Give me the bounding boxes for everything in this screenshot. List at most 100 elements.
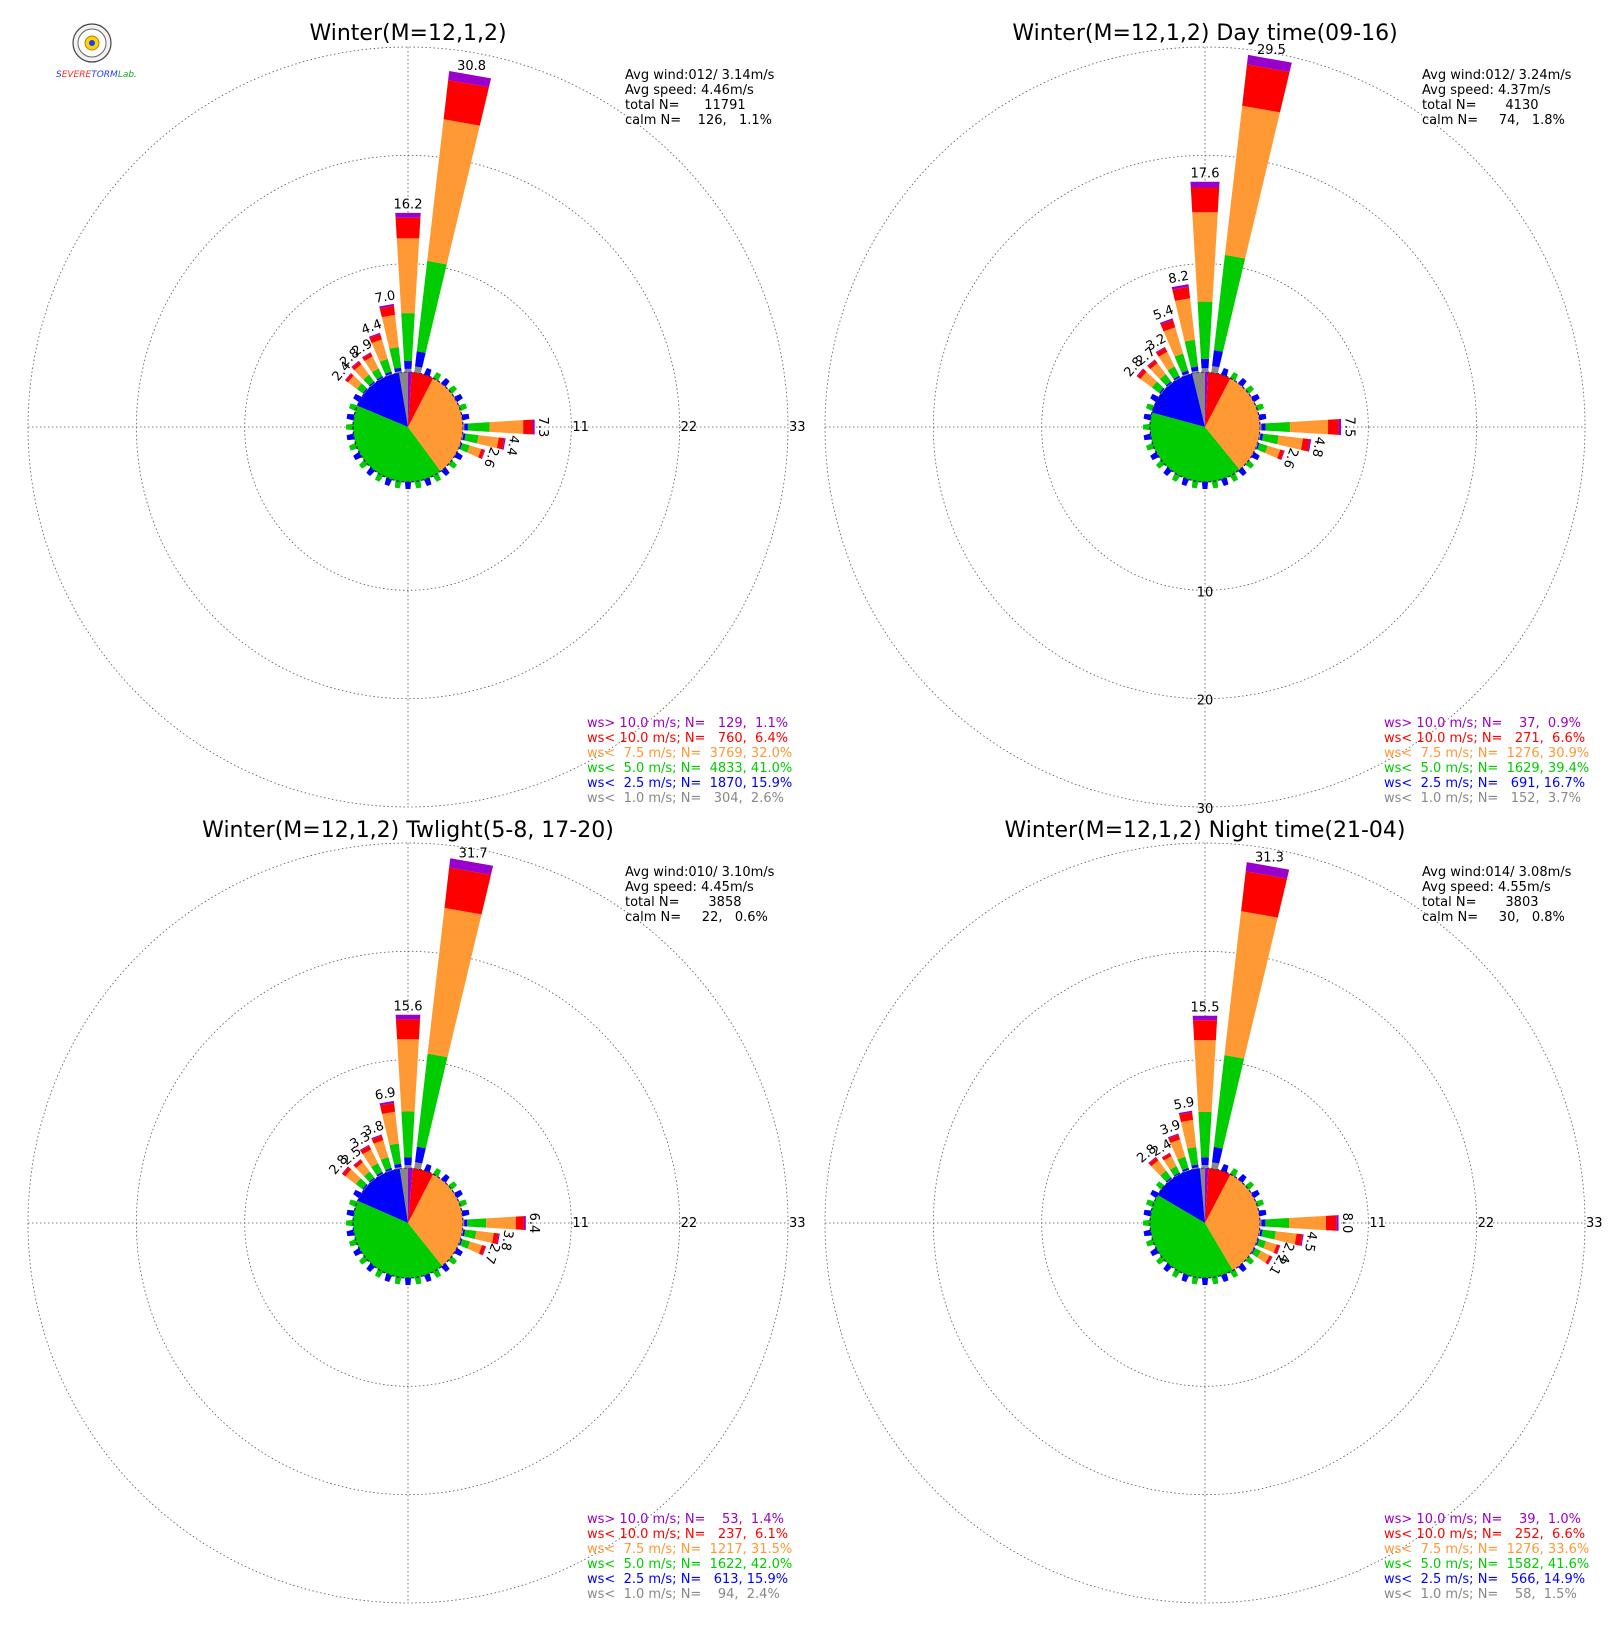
minor-direction-bar bbox=[346, 1209, 355, 1217]
ring-label: 20 bbox=[1197, 694, 1214, 709]
bar-segment-lt5 bbox=[1167, 366, 1180, 380]
bar-segment-lt5 bbox=[356, 383, 367, 394]
bar-segment-lt1 bbox=[1250, 1247, 1255, 1254]
legend-entry: ws< 1.0 m/s; N= 152, 3.7% bbox=[1384, 791, 1581, 806]
bar-segment-lt1 bbox=[1259, 1219, 1262, 1227]
bar-segment-lt7_5 bbox=[1158, 351, 1175, 371]
bar-segment-lt10 bbox=[1160, 319, 1176, 332]
bar-segment-lt2_5 bbox=[1173, 1172, 1181, 1177]
disk-slice bbox=[408, 1168, 413, 1223]
bar-segment-lt7_5 bbox=[1174, 298, 1195, 342]
bar-segment-gt10 bbox=[362, 352, 371, 358]
ring-label: 33 bbox=[789, 1216, 806, 1231]
minor-direction-bar bbox=[1155, 1255, 1165, 1265]
bar-segment-lt5 bbox=[1265, 1218, 1290, 1228]
minor-direction-bar bbox=[348, 442, 358, 451]
minor-direction-bar bbox=[374, 473, 384, 482]
bar-label: 16.2 bbox=[394, 197, 423, 212]
legend-entry: ws< 5.0 m/s; N= 4833, 41.0% bbox=[587, 761, 792, 776]
bar-segment-lt5 bbox=[467, 1218, 487, 1228]
bar-segment-lt1 bbox=[1174, 1173, 1181, 1178]
chart-title: Winter(M=12,1,2) bbox=[309, 21, 506, 46]
minor-direction-bar bbox=[1150, 1247, 1159, 1257]
bar-segment-gt10 bbox=[448, 71, 492, 88]
bar-segment-lt10 bbox=[496, 437, 505, 450]
minor-direction-bar bbox=[1201, 1277, 1209, 1285]
disk-slice bbox=[353, 405, 441, 482]
bar-segment-lt2_5 bbox=[1191, 1164, 1199, 1169]
bar-segment-lt7_5 bbox=[477, 435, 499, 449]
legend-entry: ws< 7.5 m/s; N= 3769, 32.0% bbox=[587, 746, 792, 761]
bar-segment-lt1 bbox=[1258, 433, 1261, 440]
minor-direction-bar bbox=[346, 1219, 354, 1227]
bar-segment-lt1 bbox=[414, 1162, 423, 1170]
bar-segment-lt7_5 bbox=[371, 339, 388, 362]
bar-segment-lt5 bbox=[460, 443, 470, 453]
minor-direction-bar bbox=[358, 1255, 368, 1265]
bar-segment-gt10 bbox=[1178, 1110, 1193, 1115]
bar-segment-lt2_5 bbox=[464, 1219, 468, 1227]
bar-segment-lt5 bbox=[1261, 1229, 1276, 1240]
bar-segment-lt10 bbox=[1294, 1233, 1303, 1246]
minor-direction-bar bbox=[414, 480, 422, 489]
bar-segment-lt2_5 bbox=[1200, 358, 1210, 369]
chart-title: Winter(M=12,1,2) Night time(21-04) bbox=[1005, 818, 1406, 843]
bar-segment-lt1 bbox=[461, 1229, 464, 1236]
bar-segment-lt1 bbox=[1182, 1169, 1190, 1173]
bar-segment-lt2_5 bbox=[1182, 1167, 1190, 1172]
chart-title: Winter(M=12,1,2) Day time(09-16) bbox=[1012, 21, 1397, 46]
bar-segment-lt1 bbox=[369, 1178, 376, 1184]
bar-segment-lt10 bbox=[345, 373, 354, 383]
bar-segment-lt1 bbox=[394, 1167, 402, 1170]
minor-direction-bar bbox=[394, 480, 402, 489]
logo-text-part: TORM bbox=[91, 70, 118, 80]
bar-segment-lt2_5 bbox=[404, 1157, 412, 1166]
bar-segment-lt1 bbox=[404, 1165, 412, 1169]
bar-segment-lt2_5 bbox=[1165, 381, 1172, 387]
bar-segment-gt10 bbox=[379, 1100, 395, 1106]
minor-direction-bar bbox=[1220, 1273, 1229, 1283]
minor-direction-bar bbox=[366, 467, 376, 477]
bar-segment-lt1 bbox=[363, 388, 369, 395]
bar-segment-lt10 bbox=[1179, 1112, 1194, 1123]
minor-direction-bar bbox=[414, 1276, 422, 1285]
bar-segment-lt7_5 bbox=[347, 375, 362, 389]
bar-label: 4.5 bbox=[1301, 1230, 1319, 1253]
bar-label: 4.4 bbox=[360, 317, 385, 338]
disk-slice bbox=[408, 1174, 463, 1266]
bar-label: 30.8 bbox=[457, 59, 486, 74]
bar-segment-lt2_5 bbox=[1159, 387, 1165, 394]
logo-text-part: EVERE bbox=[62, 70, 92, 80]
minor-direction-bar bbox=[432, 1269, 442, 1278]
direction-bar: 3.2 bbox=[1144, 331, 1181, 382]
direction-bar: 7.3 bbox=[462, 417, 550, 437]
bar-segment-lt7_5 bbox=[1257, 1251, 1270, 1263]
bar-segment-lt2_5 bbox=[458, 1238, 463, 1246]
bar-segment-lt5 bbox=[363, 374, 375, 386]
minor-direction-bar bbox=[346, 1229, 355, 1237]
bar-segment-lt5 bbox=[1174, 353, 1189, 373]
bar-segment-gt10 bbox=[1276, 1245, 1281, 1255]
bar-segment-lt5 bbox=[467, 422, 490, 432]
bar-segment-lt10 bbox=[492, 1232, 499, 1245]
ring-label: 33 bbox=[789, 420, 806, 435]
bar-segment-lt2_5 bbox=[462, 1229, 466, 1237]
stat-line: Avg wind:014/ 3.08m/s bbox=[1422, 865, 1572, 880]
bar-label: 2.6 bbox=[480, 445, 501, 470]
disk-slice bbox=[1205, 372, 1231, 427]
stat-line: total N= 4130 bbox=[1422, 98, 1539, 113]
bar-segment-lt10 bbox=[1162, 1153, 1172, 1161]
bar-segment-lt5 bbox=[1252, 1248, 1262, 1258]
disk-slice bbox=[1192, 372, 1205, 427]
bar-segment-lt2_5 bbox=[1212, 350, 1223, 368]
direction-bar: 16.2 bbox=[394, 197, 423, 373]
bar-segment-lt10 bbox=[353, 1159, 363, 1169]
bar-segment-gt10 bbox=[532, 419, 535, 435]
bar-segment-lt7_5 bbox=[345, 1169, 361, 1185]
bar-segment-gt10 bbox=[1280, 450, 1285, 461]
direction-bar: 8.2 bbox=[1167, 269, 1199, 374]
bar-segment-lt10 bbox=[1137, 368, 1147, 380]
bar-segment-lt10 bbox=[395, 1019, 421, 1040]
direction-bar: 7.5 bbox=[1259, 417, 1356, 437]
